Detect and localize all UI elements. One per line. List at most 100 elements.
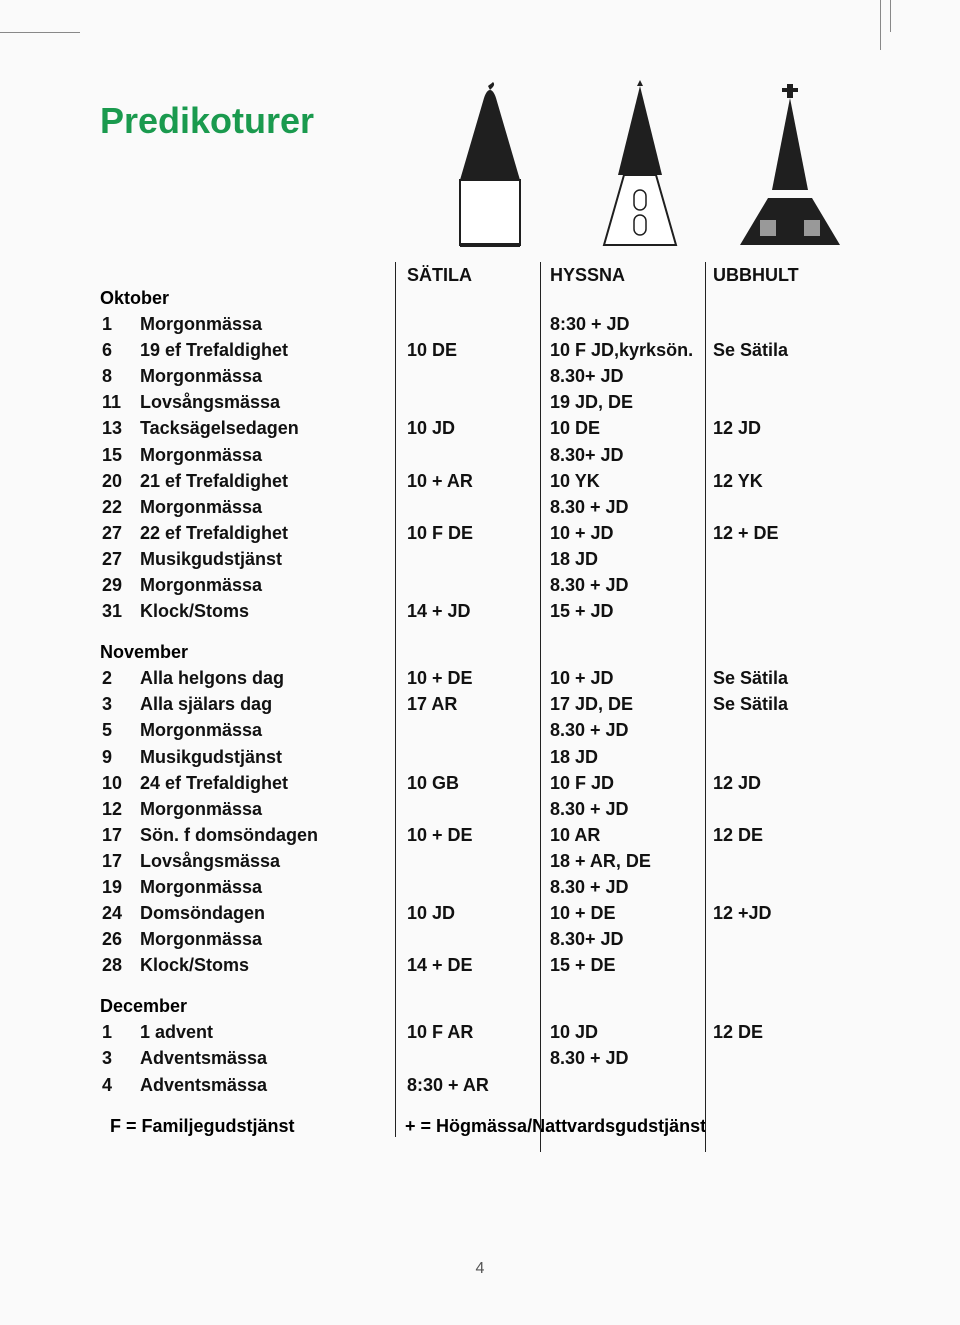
cell-satila: 17 AR: [395, 691, 540, 717]
cell-event: Lovsångsmässa: [140, 389, 395, 415]
cell-event: Morgonmässa: [140, 572, 395, 598]
cell-event: Musikgudstjänst: [140, 546, 395, 572]
scan-artifact-line: [0, 32, 80, 33]
table-row: 11Lovsångsmässa19 JD, DE: [100, 389, 860, 415]
cell-satila: 10 JD: [395, 900, 540, 926]
cell-date: 24: [100, 900, 140, 926]
cell-hyssna: 10 + DE: [540, 900, 705, 926]
cell-satila: [395, 717, 540, 743]
cell-hyssna: 15 + JD: [540, 598, 705, 624]
cell-event: Morgonmässa: [140, 874, 395, 900]
cell-date: 17: [100, 848, 140, 874]
cell-date: 27: [100, 546, 140, 572]
cell-date: 9: [100, 744, 140, 770]
cell-event: Tacksägelsedagen: [140, 415, 395, 441]
table-row: 31Klock/Stoms14 + JD15 + JD: [100, 598, 860, 624]
cell-event: Alla helgons dag: [140, 665, 395, 691]
table-divider: [540, 262, 541, 1152]
cell-event: 22 ef Trefaldighet: [140, 520, 395, 546]
cell-satila: [395, 796, 540, 822]
cell-ubbhult: [705, 598, 845, 624]
cell-hyssna: 18 JD: [540, 546, 705, 572]
cell-hyssna: 8.30 + JD: [540, 796, 705, 822]
cell-event: Adventsmässa: [140, 1072, 395, 1098]
cell-date: 4: [100, 1072, 140, 1098]
cell-ubbhult: 12 DE: [705, 822, 845, 848]
month-header: December: [100, 996, 860, 1017]
cell-ubbhult: [705, 442, 845, 468]
table-row: 15Morgonmässa8.30+ JD: [100, 442, 860, 468]
cell-date: 19: [100, 874, 140, 900]
cell-hyssna: 10 F JD: [540, 770, 705, 796]
cell-satila: [395, 926, 540, 952]
table-row: 5Morgonmässa8.30 + JD: [100, 717, 860, 743]
table-row: 9Musikgudstjänst18 JD: [100, 744, 860, 770]
cell-event: Lovsångsmässa: [140, 848, 395, 874]
table-row: 2Alla helgons dag10 + DE10 + JDSe Sätila: [100, 665, 860, 691]
cell-event: Morgonmässa: [140, 311, 395, 337]
cell-ubbhult: 12 YK: [705, 468, 845, 494]
cell-hyssna: 10 F JD,kyrksön.: [540, 337, 705, 363]
legend-left: F = Familjegudstjänst: [100, 1116, 395, 1137]
cell-ubbhult: [705, 1072, 845, 1098]
cell-hyssna: 8.30 + JD: [540, 1045, 705, 1071]
cell-satila: [395, 442, 540, 468]
cell-satila: 14 + JD: [395, 598, 540, 624]
table-row: 29Morgonmässa8.30 + JD: [100, 572, 860, 598]
cell-ubbhult: Se Sätila: [705, 337, 845, 363]
scan-artifact-line: [890, 0, 891, 32]
cell-ubbhult: 12 DE: [705, 1019, 845, 1045]
table-row: 3Adventsmässa8.30 + JD: [100, 1045, 860, 1071]
cell-hyssna: 8:30 + JD: [540, 311, 705, 337]
cell-date: 27: [100, 520, 140, 546]
cell-hyssna: [540, 1072, 705, 1098]
cell-date: 3: [100, 691, 140, 717]
church-icon-hyssna: [580, 80, 700, 250]
cell-date: 26: [100, 926, 140, 952]
cell-ubbhult: 12 +JD: [705, 900, 845, 926]
cell-ubbhult: Se Sätila: [705, 665, 845, 691]
cell-hyssna: 10 + JD: [540, 520, 705, 546]
church-illustrations: [430, 90, 850, 250]
cell-ubbhult: [705, 952, 845, 978]
column-header-ubbhult: UBBHULT: [705, 262, 845, 288]
cell-hyssna: 10 DE: [540, 415, 705, 441]
cell-satila: [395, 546, 540, 572]
column-header-satila: SÄTILA: [395, 262, 540, 288]
month-header: Oktober: [100, 288, 860, 309]
cell-event: Morgonmässa: [140, 717, 395, 743]
cell-hyssna: 10 + JD: [540, 665, 705, 691]
cell-satila: [395, 744, 540, 770]
table-divider: [705, 262, 706, 1152]
cell-hyssna: 19 JD, DE: [540, 389, 705, 415]
cell-event: 24 ef Trefaldighet: [140, 770, 395, 796]
cell-date: 12: [100, 796, 140, 822]
cell-ubbhult: [705, 874, 845, 900]
cell-ubbhult: [705, 1045, 845, 1071]
legend-right: + = Högmässa/Nattvardsgudstjänst: [395, 1116, 706, 1137]
table-header: SÄTILA HYSSNA UBBHULT: [100, 262, 860, 288]
cell-date: 1: [100, 1019, 140, 1045]
cell-date: 3: [100, 1045, 140, 1071]
table-row: 11 advent10 F AR10 JD12 DE: [100, 1019, 860, 1045]
cell-hyssna: 18 JD: [540, 744, 705, 770]
cell-event: Domsöndagen: [140, 900, 395, 926]
table-row: 1Morgonmässa 8:30 + JD: [100, 311, 860, 337]
cell-date: 6: [100, 337, 140, 363]
cell-satila: [395, 572, 540, 598]
cell-satila: 8:30 + AR: [395, 1072, 540, 1098]
cell-event: 1 advent: [140, 1019, 395, 1045]
table-row: 2021 ef Trefaldighet10 + AR10 YK12 YK: [100, 468, 860, 494]
cell-date: 10: [100, 770, 140, 796]
cell-event: Morgonmässa: [140, 796, 395, 822]
cell-date: 1: [100, 311, 140, 337]
cell-hyssna: 10 JD: [540, 1019, 705, 1045]
cell-satila: 10 F AR: [395, 1019, 540, 1045]
cell-date: 2: [100, 665, 140, 691]
cell-ubbhult: 12 + DE: [705, 520, 845, 546]
cell-ubbhult: [705, 572, 845, 598]
cell-satila: [395, 311, 540, 337]
cell-satila: 10 + DE: [395, 665, 540, 691]
cell-hyssna: 15 + DE: [540, 952, 705, 978]
cell-event: 19 ef Trefaldighet: [140, 337, 395, 363]
